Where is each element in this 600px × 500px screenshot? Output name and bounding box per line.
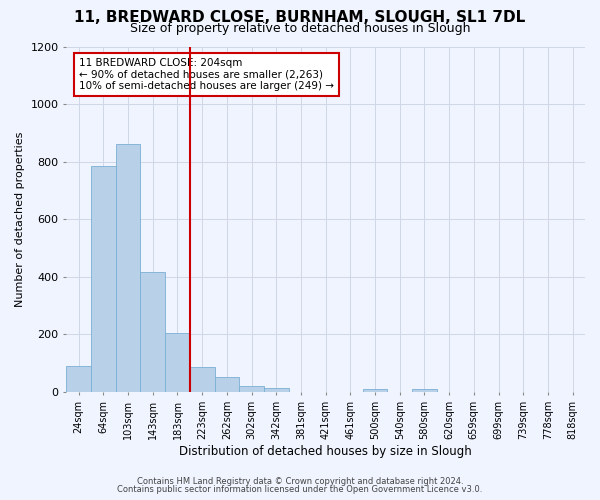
Text: Size of property relative to detached houses in Slough: Size of property relative to detached ho… [130, 22, 470, 35]
Text: Contains public sector information licensed under the Open Government Licence v3: Contains public sector information licen… [118, 485, 482, 494]
Text: 11, BREDWARD CLOSE, BURNHAM, SLOUGH, SL1 7DL: 11, BREDWARD CLOSE, BURNHAM, SLOUGH, SL1… [74, 10, 526, 25]
Bar [190, 368, 215, 392]
Text: Contains HM Land Registry data © Crown copyright and database right 2024.: Contains HM Land Registry data © Crown c… [137, 477, 463, 486]
Bar [412, 389, 437, 392]
Bar [91, 166, 116, 392]
Bar [363, 389, 388, 392]
Bar [239, 386, 264, 392]
Bar [215, 376, 239, 392]
Bar [165, 333, 190, 392]
Bar [116, 144, 140, 392]
Bar [264, 388, 289, 392]
Bar [67, 366, 91, 392]
X-axis label: Distribution of detached houses by size in Slough: Distribution of detached houses by size … [179, 444, 472, 458]
Text: 11 BREDWARD CLOSE: 204sqm
← 90% of detached houses are smaller (2,263)
10% of se: 11 BREDWARD CLOSE: 204sqm ← 90% of detac… [79, 58, 334, 91]
Bar [140, 272, 165, 392]
Y-axis label: Number of detached properties: Number of detached properties [15, 132, 25, 307]
